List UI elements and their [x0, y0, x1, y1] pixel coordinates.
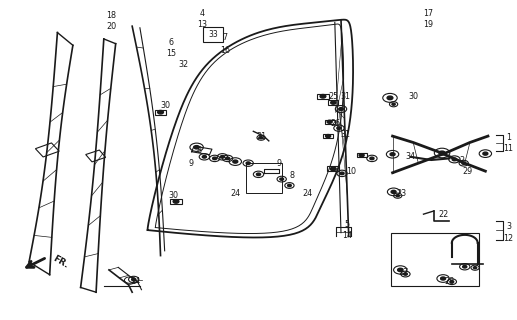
Circle shape: [462, 162, 466, 164]
Text: 11: 11: [504, 144, 513, 153]
Text: 18: 18: [107, 11, 116, 20]
Text: 13: 13: [197, 20, 207, 29]
Circle shape: [246, 162, 250, 164]
Circle shape: [483, 152, 488, 155]
Circle shape: [452, 158, 457, 161]
Circle shape: [326, 134, 331, 138]
Circle shape: [404, 273, 407, 275]
Circle shape: [194, 146, 200, 149]
Circle shape: [173, 200, 179, 203]
Bar: [203, 27, 223, 42]
Circle shape: [158, 110, 163, 114]
Circle shape: [225, 157, 230, 160]
Text: 6: 6: [169, 38, 173, 47]
Circle shape: [202, 156, 206, 158]
Bar: [86, 150, 105, 162]
Text: 31: 31: [340, 92, 350, 101]
Circle shape: [337, 127, 341, 129]
Circle shape: [359, 154, 364, 157]
Circle shape: [331, 101, 336, 104]
Text: 16: 16: [220, 45, 230, 55]
Text: 24: 24: [131, 276, 141, 285]
Circle shape: [330, 167, 336, 171]
Circle shape: [132, 278, 136, 281]
Circle shape: [474, 267, 477, 269]
Text: 3: 3: [506, 222, 511, 231]
Circle shape: [339, 108, 343, 110]
Text: 17: 17: [423, 9, 434, 18]
Bar: [328, 100, 338, 105]
Text: 24: 24: [302, 189, 313, 198]
Text: 8: 8: [196, 146, 202, 155]
Circle shape: [280, 178, 283, 180]
Circle shape: [370, 157, 374, 160]
Text: 33: 33: [208, 30, 218, 39]
Bar: [246, 163, 282, 194]
Circle shape: [391, 190, 396, 193]
Text: 9: 9: [189, 159, 194, 168]
Circle shape: [450, 281, 454, 283]
Text: 9: 9: [277, 159, 282, 168]
Circle shape: [463, 266, 467, 268]
Circle shape: [398, 268, 403, 272]
Text: 28: 28: [444, 277, 454, 286]
Text: 29: 29: [462, 167, 473, 176]
Circle shape: [260, 137, 263, 139]
Circle shape: [327, 120, 332, 123]
Text: 30: 30: [408, 92, 418, 101]
Circle shape: [440, 277, 446, 280]
Text: 24: 24: [230, 189, 240, 198]
Circle shape: [256, 173, 261, 176]
Text: 2: 2: [460, 156, 465, 164]
Bar: [317, 94, 329, 99]
Text: 25: 25: [328, 92, 339, 101]
Text: 1: 1: [506, 133, 511, 142]
Bar: [325, 120, 334, 124]
Text: 21: 21: [256, 132, 266, 140]
Bar: [170, 199, 182, 204]
Circle shape: [392, 103, 395, 105]
Circle shape: [212, 157, 217, 160]
Circle shape: [387, 96, 393, 100]
Text: 23: 23: [397, 189, 407, 198]
Circle shape: [287, 184, 291, 187]
Circle shape: [320, 94, 326, 98]
Text: 8: 8: [290, 172, 295, 180]
Text: 22: 22: [438, 210, 448, 219]
Text: 34: 34: [406, 152, 416, 161]
Text: FR.: FR.: [51, 254, 70, 270]
Circle shape: [439, 151, 445, 155]
Circle shape: [396, 195, 399, 197]
Text: 15: 15: [166, 49, 176, 58]
Text: 27: 27: [399, 268, 409, 277]
Text: 19: 19: [423, 20, 434, 29]
Text: 30: 30: [161, 101, 171, 110]
Text: 7: 7: [222, 33, 227, 42]
Circle shape: [340, 172, 344, 175]
Circle shape: [233, 160, 238, 163]
Text: 4: 4: [199, 9, 204, 18]
Text: 14: 14: [342, 231, 352, 240]
Text: 5: 5: [345, 220, 349, 229]
Text: 20: 20: [107, 22, 117, 31]
Text: 26: 26: [331, 119, 341, 128]
Bar: [391, 233, 479, 286]
Text: 31: 31: [340, 130, 350, 139]
Bar: [323, 134, 333, 138]
Circle shape: [220, 156, 224, 158]
Text: 12: 12: [504, 234, 513, 243]
Text: 32: 32: [179, 60, 189, 69]
Text: 10: 10: [346, 167, 356, 176]
Circle shape: [390, 153, 395, 156]
Bar: [357, 153, 367, 157]
Bar: [155, 110, 166, 115]
Bar: [35, 143, 59, 157]
Bar: [327, 166, 339, 172]
Text: 30: 30: [169, 190, 178, 200]
